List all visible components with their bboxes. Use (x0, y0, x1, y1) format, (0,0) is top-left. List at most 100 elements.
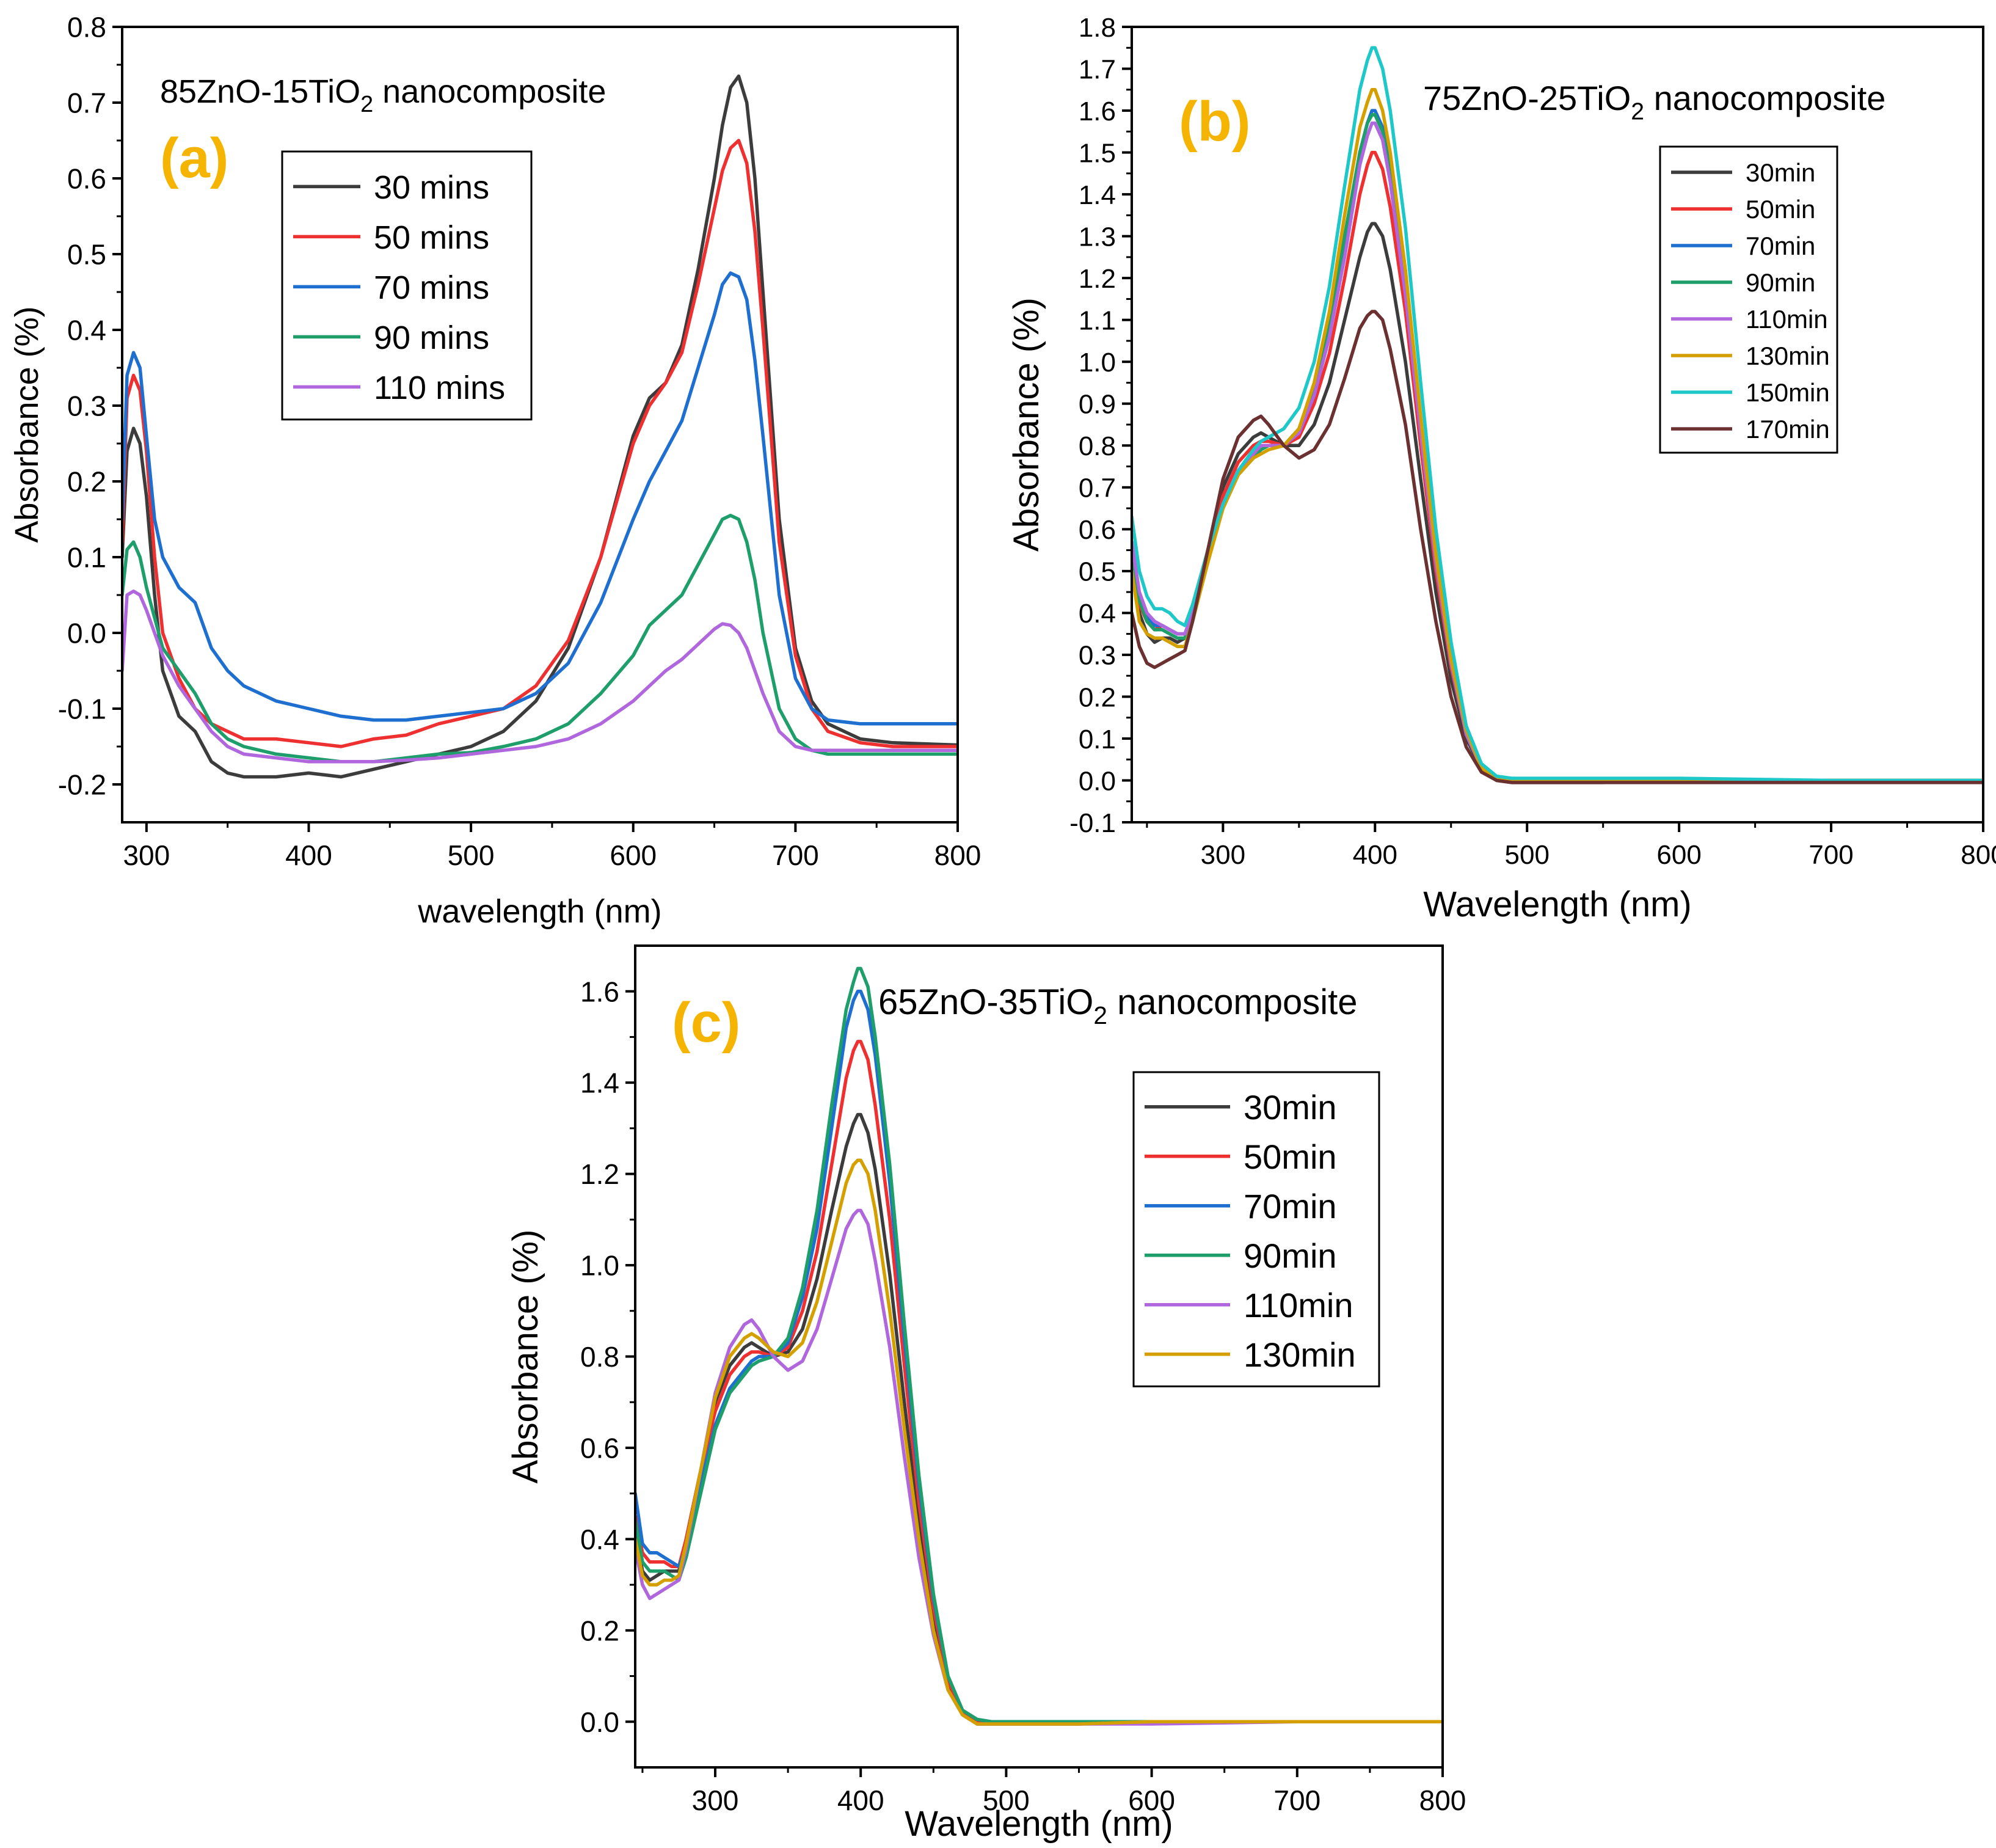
legend-item: 150min (1671, 378, 1830, 407)
y-axis-title: Absorbance (%) (1007, 298, 1046, 552)
legend-label: 130min (1746, 341, 1830, 370)
legend-item: 30min (1671, 158, 1815, 187)
legend-item: 70min (1145, 1187, 1337, 1225)
y-tick-label: 0.4 (580, 1524, 619, 1555)
y-tick-label: 1.2 (580, 1158, 619, 1190)
y-tick-label: -0.1 (1069, 808, 1116, 838)
panel-label: (b) (1179, 90, 1250, 153)
y-tick-label: 0.5 (67, 239, 106, 271)
legend-label: 90 mins (374, 320, 489, 356)
legend-box (1659, 145, 1838, 454)
legend-item: 30 mins (293, 169, 489, 206)
y-tick-label: 1.0 (1079, 348, 1116, 378)
series-line-150min (1132, 46, 1983, 783)
y-tick-label: 1.0 (580, 1250, 619, 1282)
y-tick-label: 0.7 (1079, 473, 1116, 503)
series-line-130min (1132, 88, 1983, 783)
y-tick-label: 0.6 (580, 1433, 619, 1464)
legend-label: 30min (1244, 1088, 1337, 1127)
plot-frame (1131, 26, 1984, 824)
legend-item: 50min (1145, 1138, 1337, 1176)
series-group (635, 966, 1443, 1726)
y-tick-label: 0.1 (1079, 725, 1116, 754)
x-tick-label: 300 (123, 839, 170, 871)
y-tick-label: 0.8 (67, 12, 106, 43)
legend-label: 70min (1244, 1187, 1337, 1225)
plot-title: 65ZnO-35TiO2 nanocomposite (878, 982, 1357, 1029)
panel-a: 300 400 500 600 700 800 -0.2 -0.1 0.0 0.1 0.2 0.3 0.… (9, 12, 981, 930)
legend-label: 130min (1244, 1335, 1356, 1374)
y-tick-label: 1.2 (1079, 264, 1116, 294)
legend-item: 130min (1671, 341, 1830, 370)
legend-label: 90min (1746, 268, 1815, 297)
legend-item: 110 mins (293, 370, 505, 406)
x-axis-title: Wavelength (nm) (905, 1804, 1173, 1844)
y-tick-label: 1.4 (580, 1067, 619, 1099)
legend-item: 170min (1671, 415, 1830, 444)
y-tick-label: 1.6 (580, 976, 619, 1007)
x-tick-label: 500 (1505, 840, 1550, 870)
legend-label: 110 mins (374, 370, 505, 406)
x-axis-title: wavelength (nm) (417, 893, 661, 930)
y-axis-title: Absorbance (%) (506, 1230, 545, 1484)
y-tick-label: 0.8 (580, 1341, 619, 1373)
x-tick-label: 400 (837, 1784, 884, 1816)
legend-label: 70 mins (374, 269, 489, 306)
series-group (1132, 46, 1983, 784)
plot-title: 75ZnO-25TiO2 nanocomposite (1423, 79, 1885, 125)
y-tick-label: -0.1 (58, 693, 106, 725)
legend-item: 90 mins (293, 320, 489, 356)
x-tick-label: 300 (1201, 840, 1245, 870)
x-tick-label: 400 (1353, 840, 1397, 870)
legend-label: 50min (1746, 195, 1815, 224)
y-tick-label: 1.5 (1079, 138, 1116, 168)
x-tick-label: 700 (1808, 840, 1853, 870)
y-tick-label: 0.6 (67, 163, 106, 195)
y-tick-label: 1.6 (1079, 97, 1116, 126)
legend-item: 50min (1671, 195, 1815, 224)
y-tick-label: 0.6 (1079, 515, 1116, 545)
legend-label: 50 mins (374, 219, 489, 256)
legend-item: 70min (1671, 232, 1815, 260)
y-tick-label: 0.8 (1079, 431, 1116, 461)
x-tick-label: 500 (448, 839, 495, 871)
legend-box (1132, 1071, 1380, 1387)
y-tick-label: 1.8 (1079, 13, 1116, 43)
plot-title: 85ZnO-15TiO2 nanocomposite (160, 73, 606, 117)
x-tick-label: 600 (1656, 840, 1701, 870)
x-tick-label: 300 (692, 1784, 739, 1816)
y-tick-label: 0.7 (67, 87, 106, 119)
y-tick-label: 1.4 (1079, 180, 1116, 210)
series-line-50-mins (122, 139, 958, 748)
series-line-130min (635, 1158, 1443, 1726)
legend-label: 50min (1244, 1138, 1337, 1176)
y-tick-label: 1.7 (1079, 54, 1116, 84)
x-tick-label: 400 (285, 839, 332, 871)
series-line-30min (1132, 222, 1983, 784)
x-tick-label: 800 (1419, 1784, 1466, 1816)
panel-b: 300 400 500 600 700 800 -0.1 0.0 0.1 0.2 0.3 0.4 0.5… (1007, 13, 1996, 924)
y-tick-label: 0.2 (580, 1615, 619, 1646)
series-line-110-mins (122, 590, 958, 764)
legend-label: 110min (1244, 1286, 1353, 1324)
y-tick-label: 0.3 (67, 390, 106, 422)
legend: 30min 50min 70min 90min 110min 130min 150min 17… (1659, 145, 1838, 454)
y-tick-label: 0.1 (67, 542, 106, 574)
panel-label: (a) (160, 127, 228, 189)
y-tick-label: -0.2 (58, 769, 106, 801)
x-tick-label: 800 (934, 839, 982, 871)
legend-item: 70 mins (293, 269, 489, 306)
legend-label: 90min (1244, 1236, 1337, 1275)
panel-label: (c) (672, 992, 740, 1054)
y-tick-label: 0.0 (67, 618, 106, 649)
legend: 30min 50min 70min 90min 110min 130min (1132, 1071, 1380, 1387)
series-line-30-mins (122, 74, 958, 779)
series-line-170min (1132, 310, 1983, 784)
legend-item: 50 mins (293, 219, 489, 256)
y-tick-label: 0.3 (1079, 641, 1116, 671)
x-tick-label: 700 (772, 839, 819, 871)
y-tick-label: 0.4 (67, 315, 106, 346)
y-tick-label: 1.3 (1079, 222, 1116, 252)
x-tick-label: 600 (610, 839, 657, 871)
